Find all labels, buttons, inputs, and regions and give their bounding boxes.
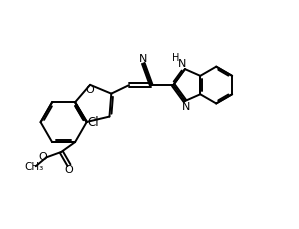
Text: O: O: [65, 165, 73, 175]
Text: H: H: [172, 53, 179, 63]
Text: Cl: Cl: [88, 116, 99, 129]
Text: N: N: [178, 59, 186, 68]
Text: O: O: [38, 152, 47, 162]
Text: O: O: [86, 85, 94, 95]
Text: CH₃: CH₃: [25, 162, 44, 172]
Text: N: N: [139, 54, 147, 64]
Text: N: N: [182, 101, 191, 112]
